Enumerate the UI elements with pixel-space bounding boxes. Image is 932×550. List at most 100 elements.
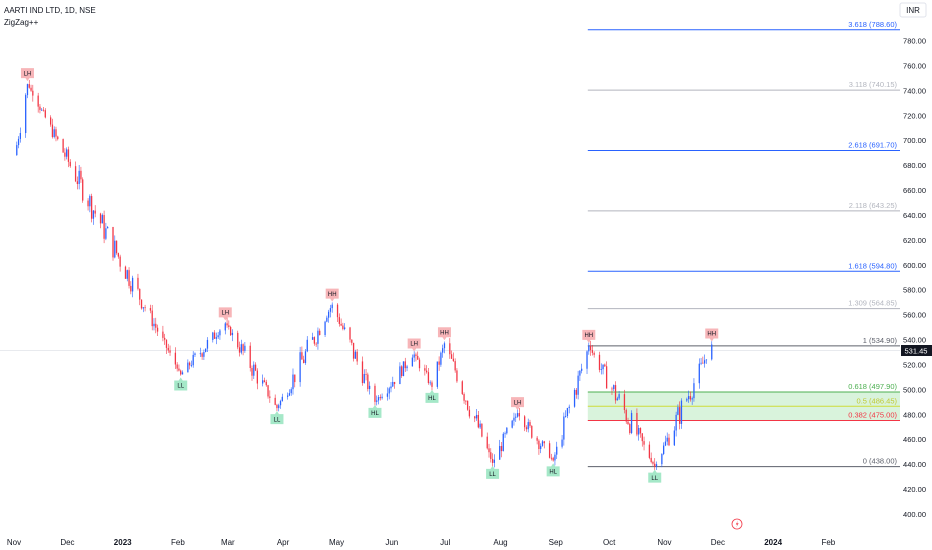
candle-body [30,87,32,91]
candle-body [579,370,581,376]
price-axis: 400.00 420.00 440.00 460.00 480.00 500.00 520.… [903,37,926,520]
candle-body [251,367,253,376]
candle-body [229,327,232,336]
candle-body [368,385,371,390]
candle-body [274,397,276,405]
x-tick-label: Dec [60,538,74,547]
fib-label: 1 (534.90) [863,336,898,345]
zigzag-label-text: LL [177,384,184,390]
fib-label: 2.118 (643.25) [849,201,898,210]
candle-body [92,210,95,219]
y-tick-label: 460.00 [903,435,926,444]
candle-body [82,179,84,201]
candle-body [41,109,43,111]
candle-body [431,382,433,387]
candle-body [491,458,494,463]
candle-body [144,307,146,309]
candle-body [374,385,376,402]
candle-body [62,139,64,153]
candle-body [687,396,690,400]
lightning-icon[interactable] [731,518,743,530]
candle-body [281,396,283,402]
x-tick-label: Oct [603,538,616,547]
candle-body [215,337,218,339]
y-tick-label: 640.00 [903,211,926,220]
candle-body [399,366,401,385]
y-tick-label: 700.00 [903,136,926,145]
candle-body [37,95,39,107]
candle-body [625,409,627,422]
candle-body [249,345,251,368]
candle-body [140,299,143,309]
candle-body [673,430,675,446]
candle-body [543,441,545,444]
zigzag-label-text: HH [440,330,449,336]
candle-body [693,383,695,399]
y-tick-label: 420.00 [903,485,926,494]
candle-body [468,409,471,417]
candle-body [650,457,652,462]
candle-body [344,327,346,330]
zigzag-label-text: HL [371,411,379,417]
candle-body [51,124,54,138]
candle-body [290,389,292,394]
candle-body [174,352,177,365]
candle-body [377,397,380,401]
candle-body [655,464,658,467]
candle-body [661,454,663,465]
candle-body [429,382,431,384]
zigzag-label-text: HL [549,470,557,476]
zigzag-label: HH [705,328,719,342]
x-tick-label: Sep [549,538,564,547]
candle-body [575,389,577,395]
candle-body [192,354,194,366]
candle-body [217,335,219,338]
candle-body [475,414,478,419]
candle-body [327,311,330,318]
candle-body [623,394,626,410]
candle-body [402,361,405,377]
candle-body [711,344,713,360]
candle-body [524,416,526,428]
zigzag-label-text: LH [24,71,32,77]
candle-body [44,110,46,118]
candle-body [205,348,207,353]
fib-label: 3.618 (788.60) [848,20,897,29]
candle-body [691,398,693,400]
candle-body [117,253,120,257]
zigzag-label-text: HH [707,332,716,338]
candle-body [406,366,408,369]
candle-body [679,407,681,424]
zigzag-label-text: LH [221,311,229,317]
candle-body [326,317,328,322]
candle-body [228,325,230,328]
candle-body [130,285,132,292]
candle-body [304,351,307,363]
candle-body [529,422,531,426]
candle-body [556,446,558,455]
candle-body [90,196,93,219]
candle-body [680,400,683,424]
candle-body [262,380,264,384]
candle-body [518,413,520,417]
candle-body [698,363,700,384]
candle-body [443,343,446,349]
candle-body [614,385,617,401]
currency-button[interactable]: INR [899,2,927,18]
candle-body [413,354,415,358]
candle-body [17,138,20,146]
candle-body [490,452,492,459]
candle-body [541,441,544,446]
candle-body [169,350,171,353]
x-tick-label: May [329,538,344,547]
x-tick-label: Apr [277,538,290,547]
candle-body [156,327,159,332]
candle-body [244,345,246,351]
candle-body [388,388,390,394]
candle-body [367,374,369,390]
zigzag-label: LL [486,465,500,479]
candle-body [401,366,403,377]
candle-body [481,423,483,437]
candle-body [32,90,34,96]
